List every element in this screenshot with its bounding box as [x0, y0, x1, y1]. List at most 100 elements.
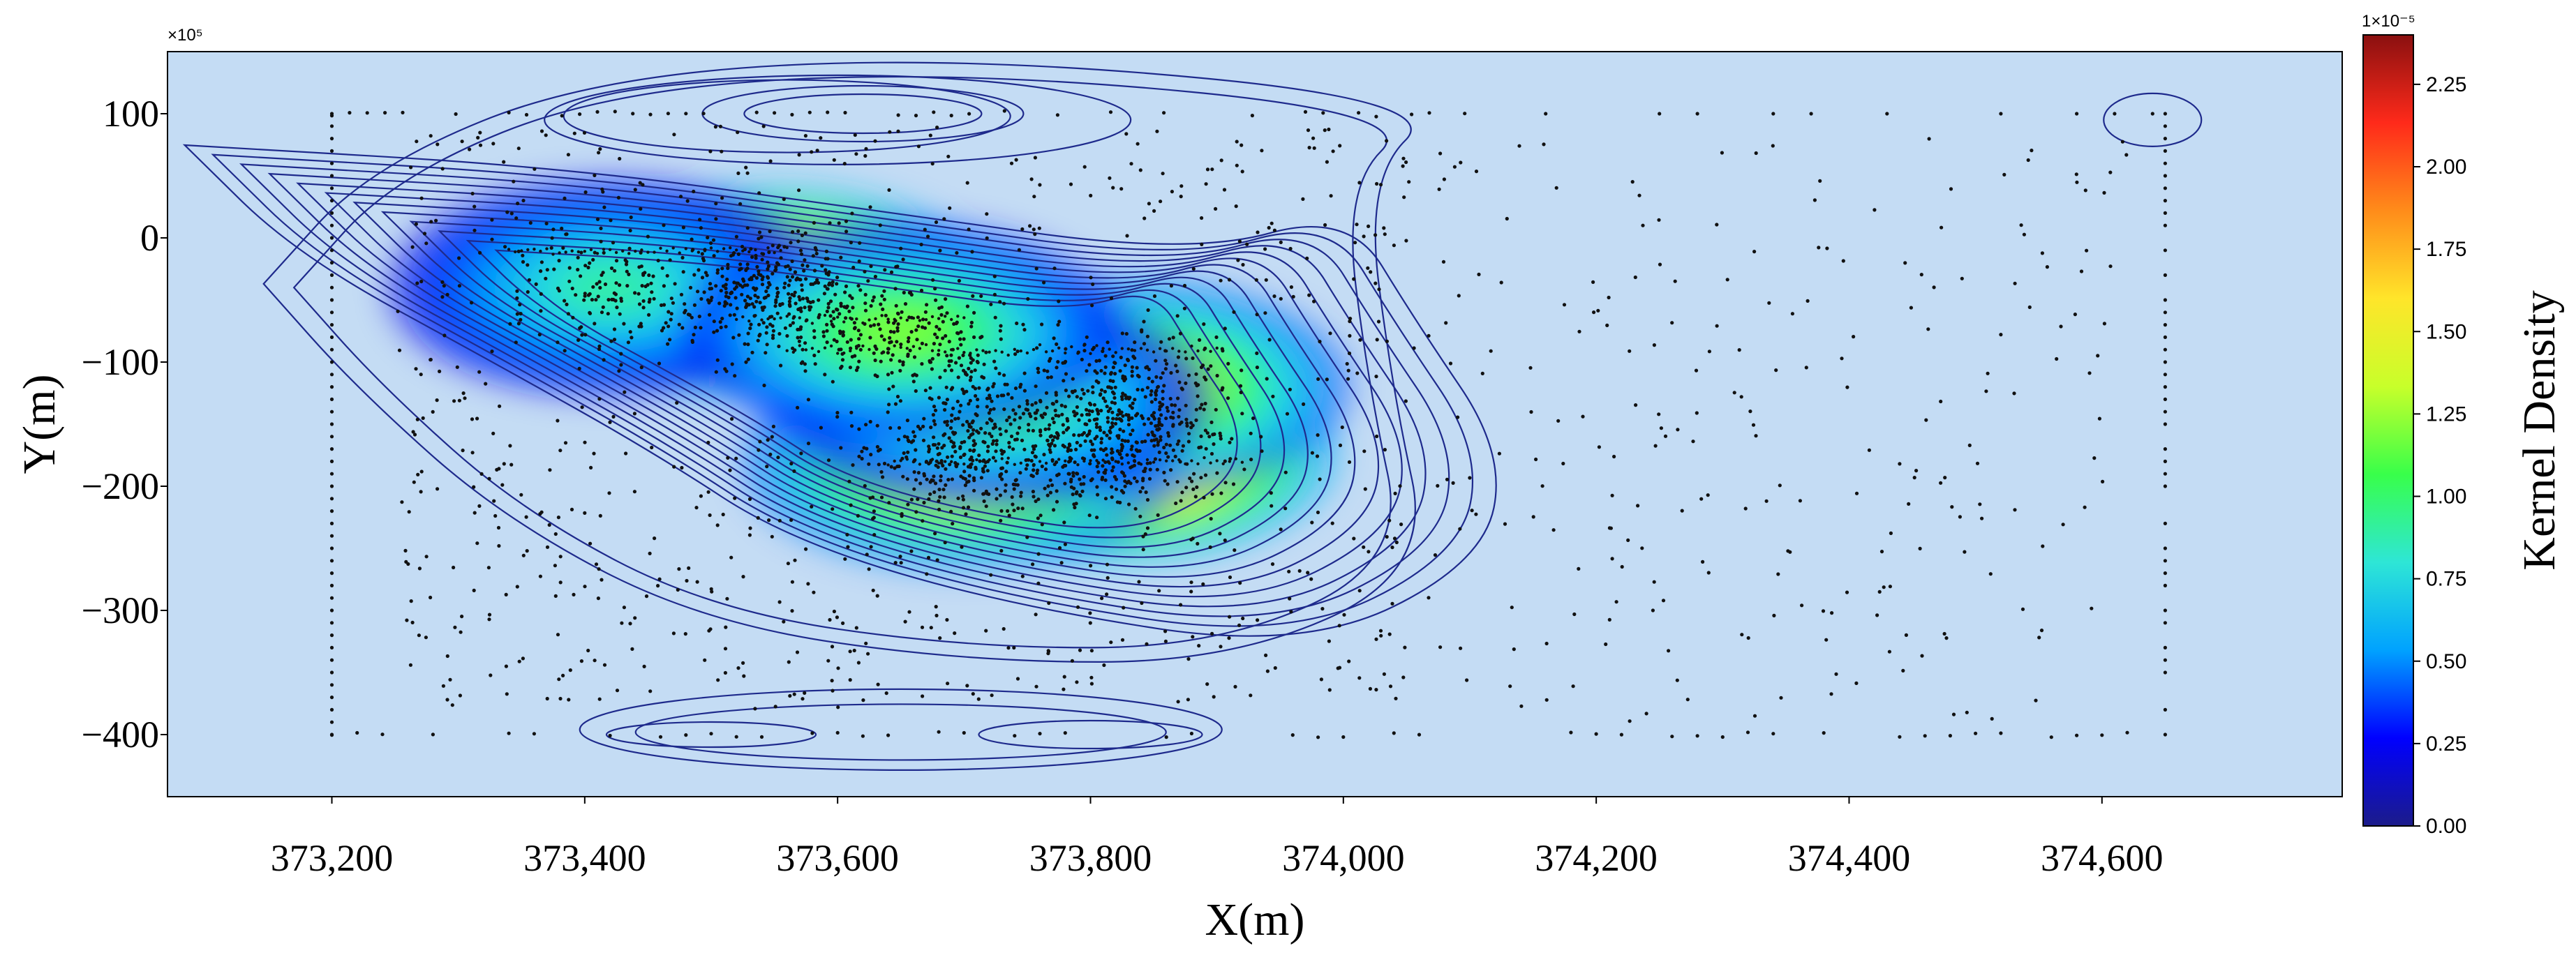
sample-point	[1171, 459, 1175, 463]
sample-point	[329, 161, 334, 165]
sample-point	[1080, 489, 1085, 494]
sample-point	[969, 370, 974, 374]
sample-point	[1120, 331, 1124, 336]
sample-point	[1038, 732, 1042, 736]
sample-point	[720, 274, 724, 278]
sample-point	[749, 247, 753, 251]
sample-point	[1066, 446, 1070, 451]
sample-point	[2163, 298, 2167, 302]
colorbar-tick-label: 2.25	[2426, 73, 2466, 96]
sample-point	[597, 397, 602, 401]
sample-point	[851, 265, 856, 270]
sample-point	[955, 320, 959, 324]
sample-point	[1130, 444, 1134, 449]
sample-point	[1121, 376, 1125, 380]
sample-point	[944, 467, 948, 471]
sample-point	[1122, 429, 1126, 433]
x-tick-label: 373,400	[523, 837, 646, 879]
sample-point	[1115, 500, 1119, 504]
sample-point	[1845, 590, 1849, 594]
contour-line	[409, 220, 1309, 558]
sample-point	[1039, 414, 1043, 418]
sample-point	[1235, 163, 1239, 167]
sample-point	[1149, 389, 1154, 393]
sample-point	[2059, 324, 2063, 329]
sample-point	[595, 217, 600, 221]
sample-point	[841, 330, 845, 334]
sample-point	[458, 693, 463, 698]
sample-point	[895, 326, 900, 330]
sample-point	[835, 339, 839, 344]
sample-point	[1035, 346, 1039, 350]
sample-point	[429, 220, 433, 224]
sample-point	[1044, 350, 1048, 354]
sample-point	[1269, 491, 1273, 495]
sample-point	[1634, 403, 1638, 407]
sample-point	[1219, 491, 1223, 495]
sample-point	[1099, 392, 1103, 396]
sample-point	[625, 284, 630, 288]
sample-point	[1103, 389, 1107, 394]
sample-point	[544, 133, 548, 137]
sample-point	[1670, 735, 1674, 739]
sample-point	[1073, 389, 1077, 393]
sample-point	[1110, 400, 1114, 405]
sample-point	[1121, 414, 1125, 418]
sample-point	[801, 697, 805, 701]
sample-point	[909, 330, 914, 334]
sample-point	[831, 689, 835, 693]
sample-point	[595, 252, 600, 255]
sample-point	[868, 318, 871, 322]
sample-point	[1963, 550, 1967, 554]
sample-point	[850, 296, 854, 300]
sample-point	[959, 363, 964, 368]
sample-point	[1048, 450, 1052, 454]
sample-point	[945, 423, 949, 427]
sample-point	[988, 350, 991, 354]
sample-point	[1020, 506, 1025, 511]
sample-point	[2101, 479, 2105, 484]
sample-point	[521, 656, 526, 661]
sample-point	[933, 422, 937, 426]
sample-point	[1168, 396, 1172, 401]
sample-point	[812, 353, 817, 358]
sample-point	[1095, 465, 1099, 469]
sample-point	[1352, 536, 1356, 541]
sample-point	[1387, 518, 1392, 523]
sample-point	[440, 167, 445, 171]
plot-frame	[167, 51, 2343, 797]
sample-point	[832, 317, 836, 321]
sample-point	[1338, 443, 1343, 448]
sample-point	[1158, 405, 1162, 409]
sample-point	[1110, 424, 1115, 428]
sample-point	[949, 509, 953, 513]
sample-point	[445, 654, 449, 659]
sample-point	[831, 310, 835, 314]
sample-point	[666, 112, 671, 116]
sample-point	[894, 303, 898, 308]
sample-point	[1821, 609, 1826, 613]
sample-point	[1105, 340, 1110, 345]
sample-point	[726, 266, 730, 271]
sample-point	[1417, 732, 1422, 737]
sample-point	[715, 329, 720, 333]
sample-point	[329, 422, 334, 426]
sample-point	[1120, 638, 1125, 642]
sample-point	[1089, 439, 1093, 444]
sample-point	[1287, 569, 1291, 573]
sample-point	[1003, 489, 1007, 493]
sample-point	[2163, 459, 2167, 464]
y-offset-label: ×10⁵	[167, 26, 203, 45]
sample-point	[515, 585, 519, 589]
sample-point	[974, 412, 978, 416]
sample-point	[1048, 490, 1052, 495]
sample-point	[1113, 372, 1117, 376]
sample-point	[1061, 423, 1065, 427]
sample-point	[911, 345, 916, 348]
sample-point	[874, 345, 877, 350]
sample-point	[843, 110, 847, 115]
sample-point	[1032, 227, 1036, 232]
sample-point	[487, 476, 491, 481]
sample-point	[754, 276, 759, 280]
sample-point	[856, 366, 860, 370]
